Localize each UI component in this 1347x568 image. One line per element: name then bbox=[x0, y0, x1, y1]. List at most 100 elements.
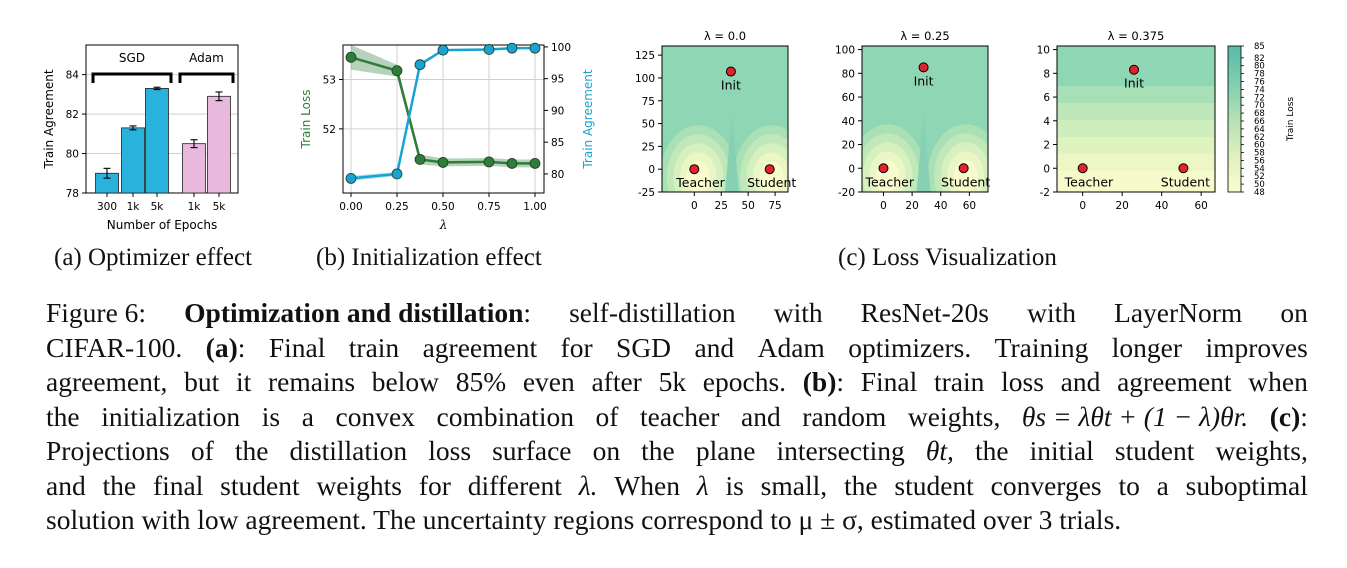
caption-word: loss bbox=[1001, 366, 1044, 397]
caption-word: convex bbox=[335, 400, 415, 432]
group-bracket bbox=[178, 72, 235, 83]
caption-word: distillation bbox=[289, 435, 408, 466]
point-marker bbox=[1178, 163, 1189, 174]
caption-line: Projections of the distillation loss surface o… bbox=[46, 434, 1308, 469]
xtick-label: 0 bbox=[1079, 200, 1086, 212]
point-label: Teacher bbox=[1064, 174, 1114, 189]
caption-word: Final bbox=[268, 331, 326, 363]
ytick-right-label: 100 bbox=[551, 42, 571, 54]
xtick-label: 60 bbox=[1194, 200, 1207, 212]
caption-word: Projections bbox=[46, 435, 170, 466]
series-marker bbox=[414, 154, 426, 165]
caption-word: a bbox=[1156, 469, 1169, 501]
caption-word: to bbox=[1118, 469, 1140, 501]
point-marker bbox=[878, 163, 889, 174]
caption-word: and bbox=[741, 400, 781, 432]
xtick-label: 1.00 bbox=[523, 201, 546, 213]
colorbar-tick-label: 64 bbox=[1254, 125, 1265, 135]
point-marker bbox=[1077, 163, 1088, 174]
panel-title: λ = 0.375 bbox=[1108, 29, 1165, 43]
colorbar-tick-label: 66 bbox=[1254, 117, 1265, 127]
group-label: SGD bbox=[119, 51, 145, 65]
series-marker bbox=[414, 59, 426, 71]
point-marker bbox=[958, 163, 969, 174]
caption-word: when bbox=[1248, 366, 1308, 397]
figure-caption: Figure 6: Optimization and distillation: s… bbox=[46, 296, 1308, 538]
chart-b-initialization: 0.00 0.25 0.50 0.75 1.00 52 53 80 85 90 95 100 λ Trai… bbox=[299, 42, 595, 232]
series-marker bbox=[391, 168, 403, 180]
point-label: Init bbox=[1124, 76, 1144, 91]
caption-word: LayerNorm bbox=[1114, 297, 1243, 328]
caption-word: it bbox=[235, 366, 252, 397]
xtick-label: 20 bbox=[1115, 200, 1128, 212]
caption-word: train bbox=[933, 366, 985, 397]
series-marker bbox=[506, 42, 518, 54]
series-marker bbox=[345, 172, 357, 184]
colorbar-tick-label: 56 bbox=[1254, 156, 1265, 166]
caption-word: Training bbox=[994, 331, 1089, 363]
group-label: Adam bbox=[189, 51, 224, 65]
ytick-label: -20 bbox=[838, 187, 855, 199]
series-marker bbox=[529, 42, 541, 54]
caption-word: agreement bbox=[1117, 366, 1232, 397]
point-label: Teacher bbox=[864, 174, 914, 189]
caption-word: and bbox=[1060, 366, 1101, 397]
caption-word: and bbox=[694, 331, 735, 363]
caption-word: and bbox=[46, 469, 86, 501]
caption-word: θs = λθt + (1 − λ)θr. bbox=[1021, 400, 1249, 432]
caption-word: When bbox=[614, 469, 680, 501]
point-marker bbox=[725, 66, 736, 77]
caption-word: remains bbox=[267, 366, 356, 397]
caption-word: (b): bbox=[802, 366, 845, 397]
ytick-right-label: 85 bbox=[551, 137, 564, 149]
caption-word: ResNet-20s bbox=[860, 297, 989, 328]
ytick-label: 4 bbox=[1043, 116, 1050, 128]
series-marker bbox=[391, 65, 403, 77]
series-marker bbox=[437, 157, 449, 168]
caption-word: longer bbox=[1111, 331, 1183, 363]
caption-word: λ bbox=[696, 469, 709, 501]
ytick-label: 8 bbox=[1043, 68, 1050, 80]
contour-level bbox=[1057, 171, 1215, 192]
xtick-label: 0 bbox=[691, 200, 698, 212]
xtick-label: 1k bbox=[188, 201, 202, 213]
point-label: Init bbox=[914, 73, 934, 88]
colorbar-tick-label: 60 bbox=[1254, 141, 1265, 151]
caption-word: of bbox=[595, 400, 619, 432]
chart-a-optimizer: 78 80 82 84 300 1k 5k SGD 1k 5k Adam Number of Epoc… bbox=[42, 44, 239, 232]
xtick-label: 300 bbox=[97, 201, 117, 213]
caption-word: on bbox=[1280, 297, 1308, 328]
ytick-right-label: 80 bbox=[551, 169, 564, 181]
caption-word: the bbox=[234, 435, 269, 466]
caption-word: loss bbox=[428, 435, 472, 466]
colorbar-tick-label: 72 bbox=[1254, 93, 1265, 103]
ytick-label: 0 bbox=[848, 163, 855, 175]
caption-word: (c): bbox=[1269, 400, 1308, 432]
caption-word: weights bbox=[316, 469, 402, 501]
caption-word: intersecting bbox=[776, 435, 905, 466]
xtick-label: 25 bbox=[715, 200, 728, 212]
caption-word: train bbox=[348, 331, 400, 363]
point-label: Init bbox=[721, 78, 741, 93]
caption-word: Optimization and distillation: bbox=[184, 297, 532, 328]
caption-word: self-distillation bbox=[569, 297, 736, 328]
point-marker bbox=[1129, 64, 1140, 75]
caption-word: agreement, bbox=[46, 366, 168, 397]
caption-word: Adam bbox=[757, 331, 825, 363]
caption-word: is bbox=[725, 469, 744, 501]
series-marker bbox=[345, 51, 357, 63]
bar bbox=[145, 88, 169, 194]
ytick-label: -25 bbox=[638, 187, 655, 199]
subplot-caption-b: (b) Initialization effect bbox=[316, 244, 542, 271]
caption-word: λ. bbox=[578, 469, 598, 501]
caption-word: agreement bbox=[422, 331, 538, 363]
series-marker bbox=[437, 44, 449, 56]
colorbar-tick-label: 50 bbox=[1254, 180, 1265, 190]
caption-word: plane bbox=[695, 435, 756, 466]
ytick-label: 25 bbox=[642, 141, 655, 153]
caption-word: solution with low agreement. The uncerta… bbox=[46, 504, 1122, 535]
caption-word: student bbox=[1114, 435, 1195, 466]
xtick-label: 0 bbox=[880, 200, 887, 212]
